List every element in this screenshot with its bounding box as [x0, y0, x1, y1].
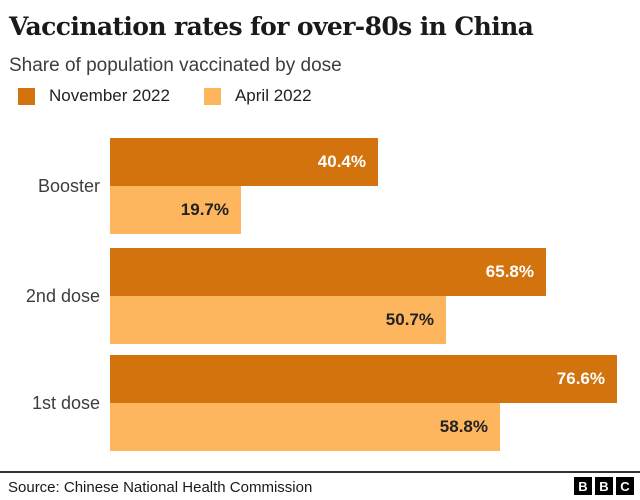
bar-value-label: 65.8% — [485, 262, 534, 281]
chart-legend: November 2022 April 2022 — [18, 86, 312, 106]
bar-value-label: 50.7% — [385, 310, 434, 329]
chart-subtitle: Share of population vaccinated by dose — [9, 55, 342, 76]
page-title: Vaccination rates for over-80s in China — [9, 12, 534, 41]
chart-row: Booster 40.4% 19.7% — [0, 138, 640, 234]
source-attribution: Source: Chinese National Health Commissi… — [8, 479, 313, 496]
category-label: Booster — [37, 175, 100, 196]
bar-april-2022: 50.7% — [110, 296, 446, 344]
legend-item-april-2022: April 2022 — [203, 86, 312, 106]
chart-row: 1st dose 76.6% 58.8% — [0, 355, 640, 451]
footer-divider — [0, 471, 640, 473]
bar-value-label: 58.8% — [439, 417, 488, 436]
bar-april-2022: 19.7% — [110, 186, 241, 234]
chart-row: 2nd dose 65.8% 50.7% — [0, 248, 640, 344]
bbc-logo-letter: B — [595, 477, 613, 495]
legend-label: April 2022 — [234, 86, 312, 105]
bar-november-2022: 65.8% — [110, 248, 546, 296]
bar-november-2022: 40.4% — [110, 138, 378, 186]
bar-value-label: 76.6% — [556, 369, 605, 388]
bbc-logo-letter: B — [574, 477, 592, 495]
legend-swatch-icon — [18, 87, 35, 105]
legend-label: November 2022 — [49, 86, 170, 105]
bar-value-label: 19.7% — [180, 200, 229, 219]
bbc-logo: B B C — [574, 477, 634, 495]
bar-chart: Booster 40.4% 19.7% 2nd dose 65.8% 50.7% 1st d… — [0, 138, 640, 454]
bar-april-2022: 58.8% — [110, 403, 500, 451]
legend-item-november-2022: November 2022 — [18, 86, 170, 106]
category-label: 2nd dose — [25, 285, 100, 306]
bbc-logo-letter: C — [616, 477, 634, 495]
bar-value-label: 40.4% — [317, 152, 366, 171]
legend-swatch-icon — [203, 87, 221, 105]
bar-november-2022: 76.6% — [110, 355, 617, 403]
category-label: 1st dose — [31, 392, 100, 413]
